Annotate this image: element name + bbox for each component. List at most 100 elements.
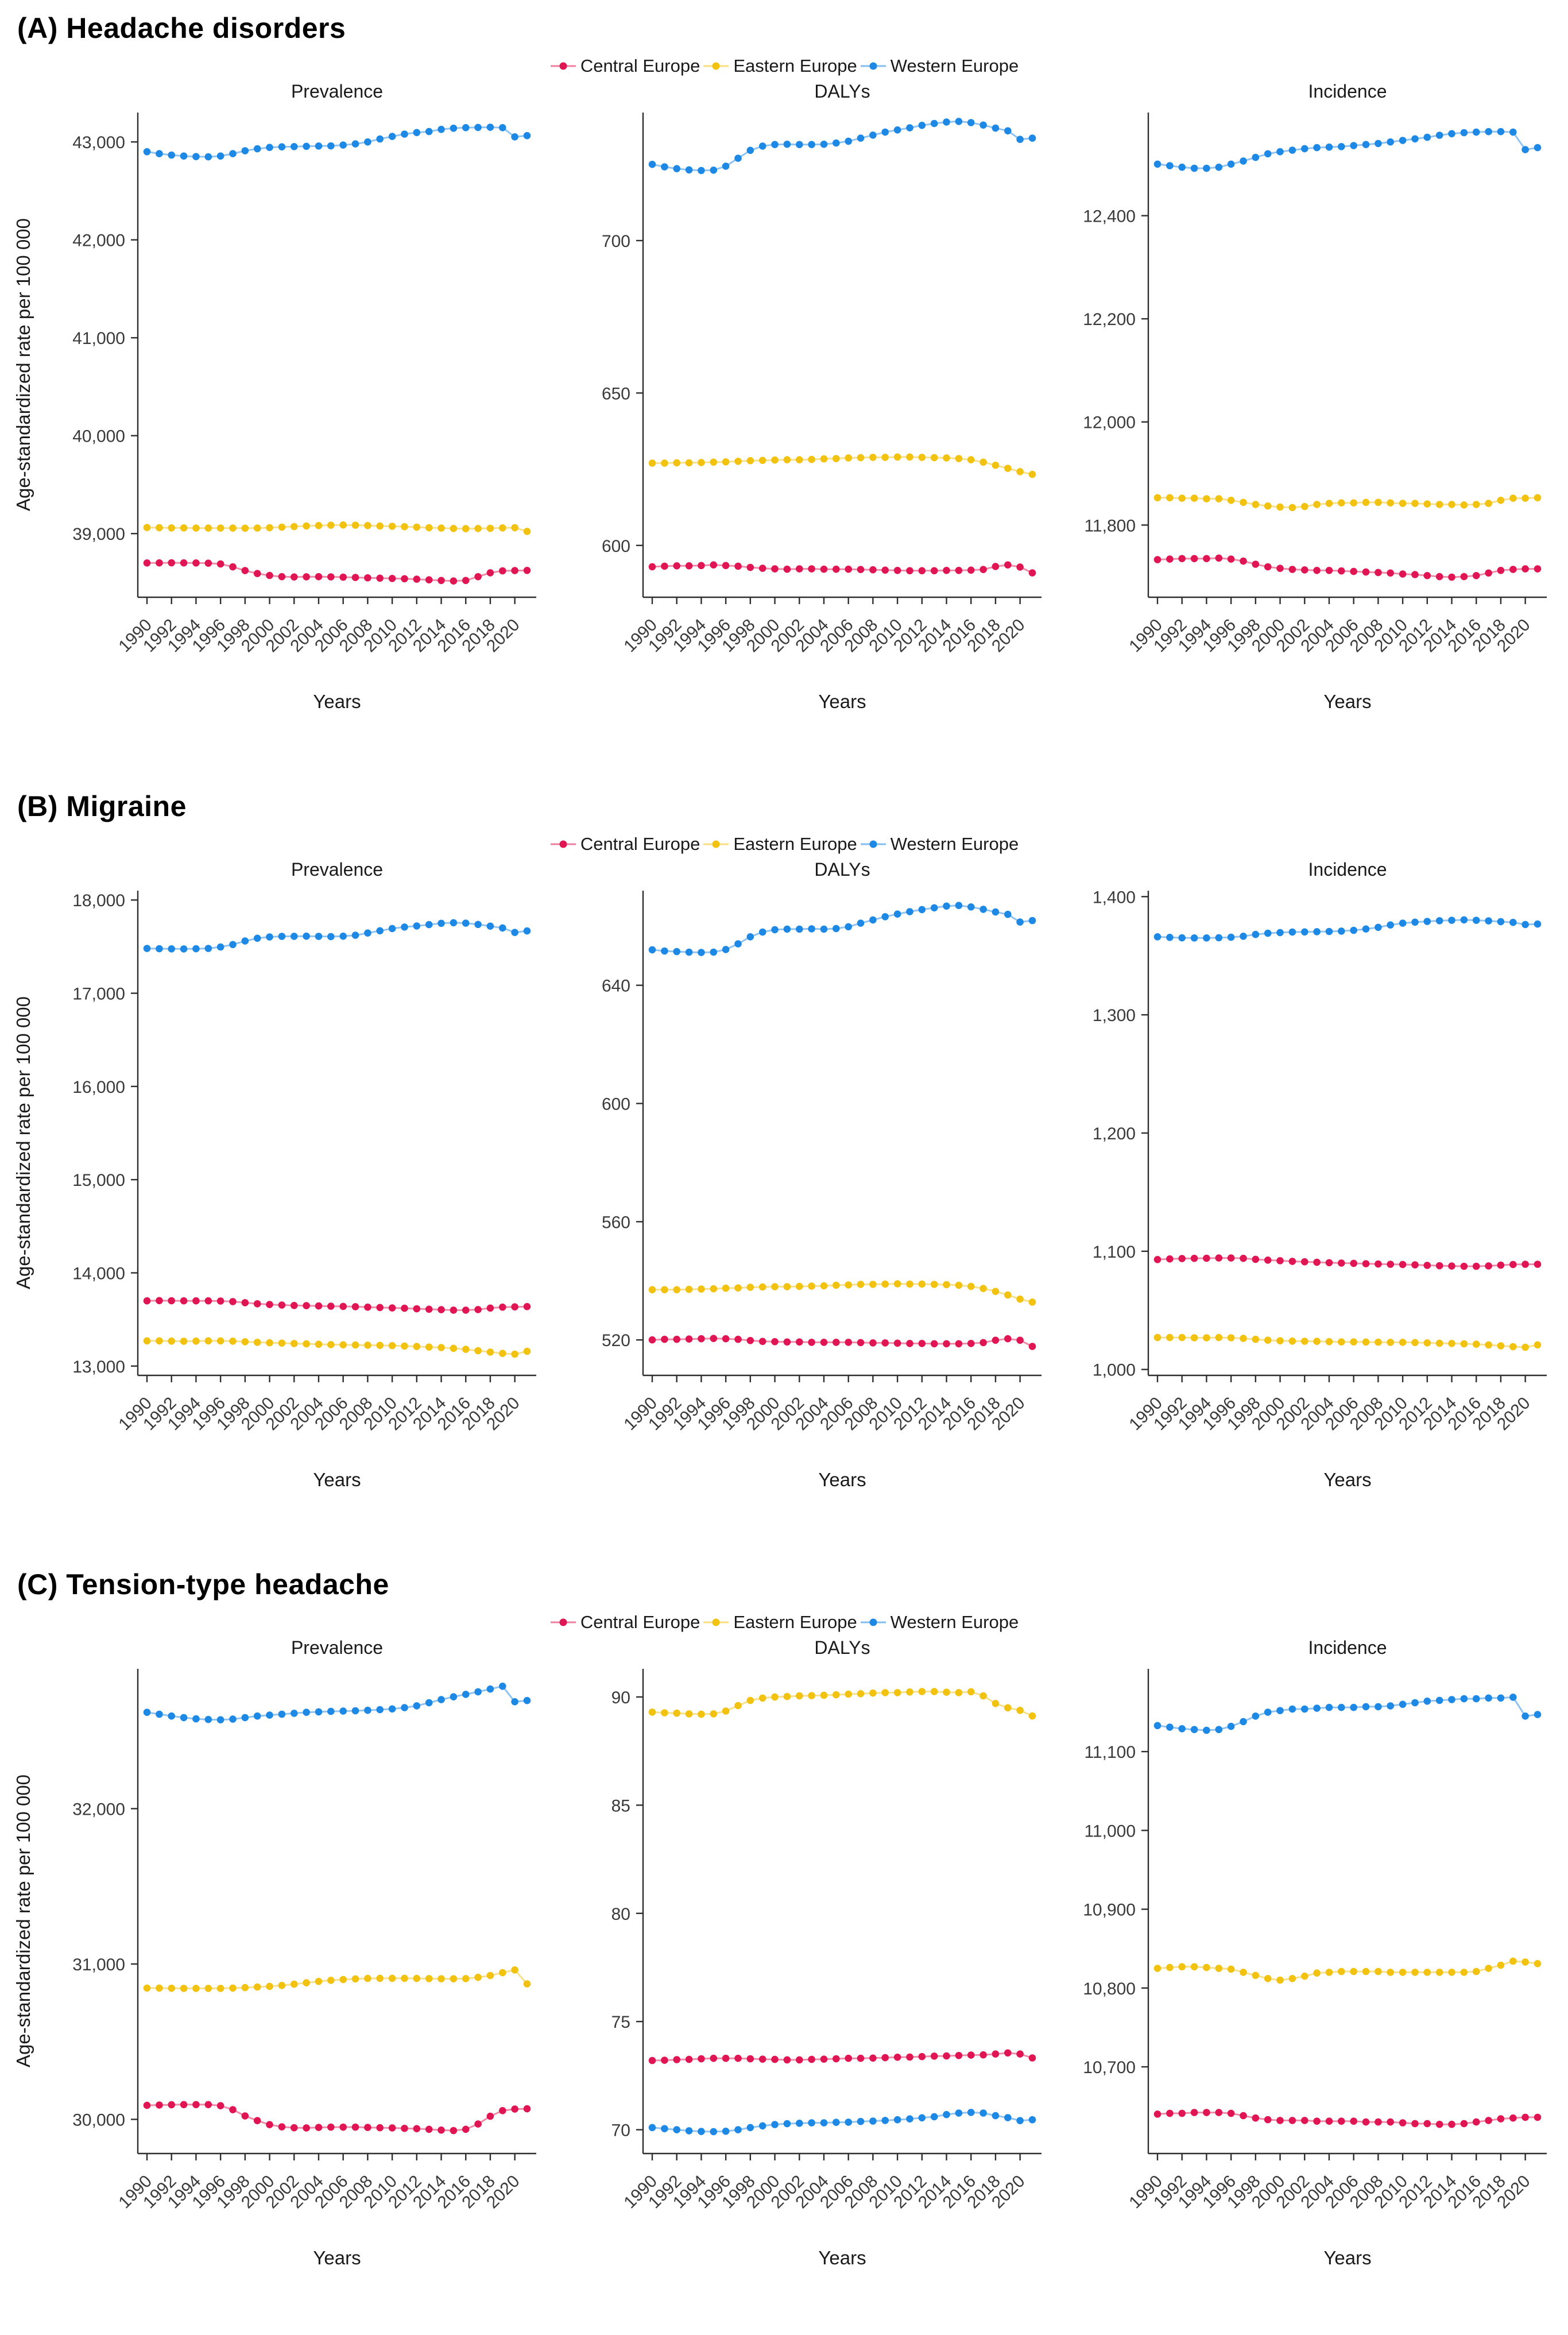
chart-canvas-tth-dalys: 7075808590199019921994199619982000200220…	[611, 1669, 1042, 2268]
chart-canvas-headache-dalys: 6006507001990199219941996199820002002200…	[602, 113, 1042, 712]
legend-item-eastern-europe: Eastern Europe	[702, 1612, 857, 1633]
svg-text:600: 600	[602, 1095, 630, 1114]
central-europe-marker-icon	[549, 61, 577, 71]
legend-item-eastern-europe: Eastern Europe	[702, 834, 857, 855]
svg-text:30,000: 30,000	[72, 2110, 125, 2129]
chart-title: Incidence	[1308, 1637, 1387, 1658]
chart-canvas-headache-prevalence: 39,00040,00041,00042,00043,0001990199219…	[72, 113, 536, 712]
svg-text:520: 520	[602, 1331, 630, 1350]
svg-text:85: 85	[611, 1796, 630, 1815]
chart-canvas-migraine-incidence: 1,0001,1001,2001,3001,400199019921994199…	[1093, 888, 1547, 1490]
section-migraine: (B) Migraine Central Europe Eastern Euro…	[0, 778, 1568, 1556]
chart-row-b: Age-standardized rate per 100 000 Preval…	[0, 859, 1568, 1505]
svg-text:1,200: 1,200	[1093, 1124, 1136, 1143]
eastern-europe-marker-icon	[702, 61, 730, 71]
svg-text:70: 70	[611, 2121, 630, 2140]
svg-text:31,000: 31,000	[72, 1955, 125, 1974]
western-europe-marker-icon	[860, 1617, 887, 1627]
svg-text:15,000: 15,000	[72, 1171, 125, 1190]
svg-text:Years: Years	[818, 1469, 866, 1490]
chart-canvas-tth-incidence: 10,70010,80010,90011,00011,1001990199219…	[1083, 1669, 1547, 2268]
legend-item-eastern-europe: Eastern Europe	[702, 56, 857, 76]
legend-row-c: Central Europe Eastern Europe Western Eu…	[0, 1609, 1568, 1636]
svg-text:43,000: 43,000	[72, 133, 125, 152]
legend-item-western-europe: Western Europe	[860, 56, 1019, 76]
y-axis-title: Age-standardized rate per 100 000	[13, 996, 34, 1290]
legend-label: Eastern Europe	[733, 834, 857, 854]
svg-text:18,000: 18,000	[72, 891, 125, 910]
chart-title: DALYs	[814, 81, 870, 102]
chart-canvas-headache-incidence: 11,80012,00012,20012,4001990199219941996…	[1083, 113, 1547, 712]
svg-text:560: 560	[602, 1213, 630, 1232]
svg-text:11,100: 11,100	[1084, 1743, 1136, 1762]
chart-row-a: Age-standardized rate per 100 000 Preval…	[0, 80, 1568, 726]
eastern-europe-marker-icon	[702, 1617, 730, 1627]
svg-text:13,000: 13,000	[72, 1358, 125, 1377]
legend-row-a: Central Europe Eastern Europe Western Eu…	[0, 53, 1568, 79]
chart-title: Prevalence	[291, 1637, 384, 1658]
chart-headache-prevalence: Prevalence 39,000 40,000 41,000 42,000 43,00…	[39, 80, 544, 725]
svg-text:Years: Years	[1323, 691, 1371, 712]
svg-text:Years: Years	[313, 2247, 361, 2268]
chart-tth-prevalence: Prevalence 30,000 31,000 32,000 1990 1992 199…	[39, 1637, 544, 2282]
svg-text:16,000: 16,000	[72, 1078, 125, 1097]
legend-label: Eastern Europe	[733, 1612, 857, 1632]
section-headache-disorders: (A) Headache disorders Central Europe Ea…	[0, 0, 1568, 778]
svg-text:Years: Years	[818, 2247, 866, 2268]
y-axis-title: Age-standardized rate per 100 000	[13, 1774, 34, 2068]
svg-text:Years: Years	[313, 691, 361, 712]
svg-text:Years: Years	[313, 1469, 361, 1490]
svg-text:10,900: 10,900	[1083, 1901, 1136, 1920]
chart-canvas-tth-prevalence: 30,00031,00032,0001990199219941996199820…	[72, 1669, 536, 2268]
svg-text:12,200: 12,200	[1083, 310, 1136, 329]
legend-label: Western Europe	[890, 834, 1019, 854]
svg-text:14,000: 14,000	[72, 1264, 125, 1283]
chart-migraine-prevalence: Prevalence 13,000 14,000 15,000 16,000 17,00…	[39, 859, 544, 1503]
svg-text:1,400: 1,400	[1093, 888, 1136, 907]
svg-text:1,300: 1,300	[1093, 1006, 1136, 1025]
svg-text:Years: Years	[818, 691, 866, 712]
legend-label: Central Europe	[580, 834, 700, 854]
svg-text:40,000: 40,000	[72, 427, 125, 446]
chart-title: Incidence	[1308, 859, 1387, 880]
svg-text:42,000: 42,000	[72, 231, 125, 250]
y-axis-title-column: Age-standardized rate per 100 000	[8, 859, 39, 1505]
central-europe-marker-icon	[549, 839, 577, 849]
chart-title: Incidence	[1308, 81, 1387, 102]
y-axis-title-column: Age-standardized rate per 100 000	[8, 1637, 39, 2283]
svg-text:Years: Years	[1323, 2247, 1371, 2268]
chart-headache-dalys: DALYs 600 650 700 1990 1992 1994 1996 1998 2000 2…	[544, 80, 1050, 725]
chart-title: DALYs	[814, 1637, 870, 1658]
legend-label: Western Europe	[890, 1612, 1019, 1632]
western-europe-marker-icon	[860, 839, 887, 849]
chart-migraine-incidence: Incidence 1,000 1,100 1,200 1,300 1,400 1990 1…	[1050, 859, 1555, 1503]
svg-text:600: 600	[602, 537, 630, 556]
section-tension-type-headache: (C) Tension-type headache Central Europe…	[0, 1556, 1568, 2334]
chart-title: DALYs	[814, 859, 870, 880]
section-b-title: (B) Migraine	[17, 790, 187, 822]
legend-label: Central Europe	[580, 56, 700, 76]
svg-text:10,800: 10,800	[1083, 1980, 1136, 1998]
svg-text:640: 640	[602, 977, 630, 996]
chart-canvas-migraine-prevalence: 13,00014,00015,00016,00017,00018,0001990…	[72, 891, 536, 1490]
svg-text:32,000: 32,000	[72, 1800, 125, 1819]
western-europe-marker-icon	[860, 61, 887, 71]
chart-migraine-dalys: DALYs 520 560 600 640 1990 1992 1994 1996 1998 20…	[544, 859, 1050, 1503]
chart-tth-dalys: DALYs 70 75 80 85 90 1990 1992 1994 1996 1998 2000…	[544, 1637, 1050, 2282]
svg-text:650: 650	[602, 384, 630, 403]
svg-text:75: 75	[611, 2013, 630, 2032]
y-axis-title: Age-standardized rate per 100 000	[13, 218, 34, 512]
svg-text:1,100: 1,100	[1093, 1243, 1136, 1262]
svg-text:39,000: 39,000	[72, 525, 125, 544]
y-axis-title-column: Age-standardized rate per 100 000	[8, 80, 39, 726]
eastern-europe-marker-icon	[702, 839, 730, 849]
central-europe-marker-icon	[549, 1617, 577, 1627]
legend-label: Western Europe	[890, 56, 1019, 76]
section-c-title: (C) Tension-type headache	[17, 1568, 389, 1601]
svg-text:17,000: 17,000	[72, 985, 125, 1004]
svg-text:1,000: 1,000	[1093, 1361, 1136, 1380]
legend-item-western-europe: Western Europe	[860, 834, 1019, 855]
legend-label: Central Europe	[580, 1612, 700, 1632]
svg-text:12,000: 12,000	[1083, 413, 1136, 432]
